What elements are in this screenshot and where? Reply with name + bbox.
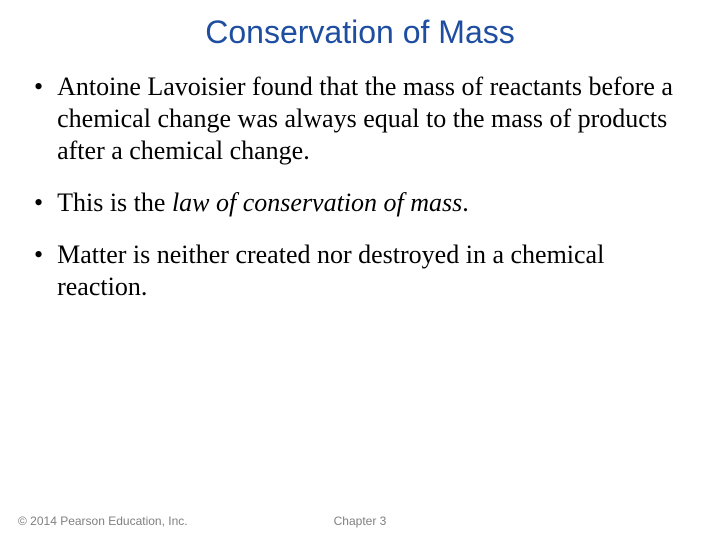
bullet-marker: • — [34, 239, 43, 271]
bullet-marker: • — [34, 71, 43, 103]
bullet-text: Antoine Lavoisier found that the mass of… — [57, 71, 688, 167]
bullet-item: • This is the law of conservation of mas… — [32, 187, 688, 219]
bullet-item: • Matter is neither created nor destroye… — [32, 239, 688, 303]
bullet-text-italic: law of conservation of mass — [172, 188, 462, 217]
bullet-item: • Antoine Lavoisier found that the mass … — [32, 71, 688, 167]
bullet-marker: • — [34, 187, 43, 219]
bullet-text-suffix: . — [462, 188, 469, 217]
footer-chapter: Chapter 3 — [0, 514, 720, 528]
bullet-text: Matter is neither created nor destroyed … — [57, 239, 688, 303]
bullet-text: This is the law of conservation of mass. — [57, 187, 688, 219]
slide-content: • Antoine Lavoisier found that the mass … — [0, 61, 720, 303]
bullet-text-prefix: This is the — [57, 188, 172, 217]
slide-title: Conservation of Mass — [0, 0, 720, 61]
